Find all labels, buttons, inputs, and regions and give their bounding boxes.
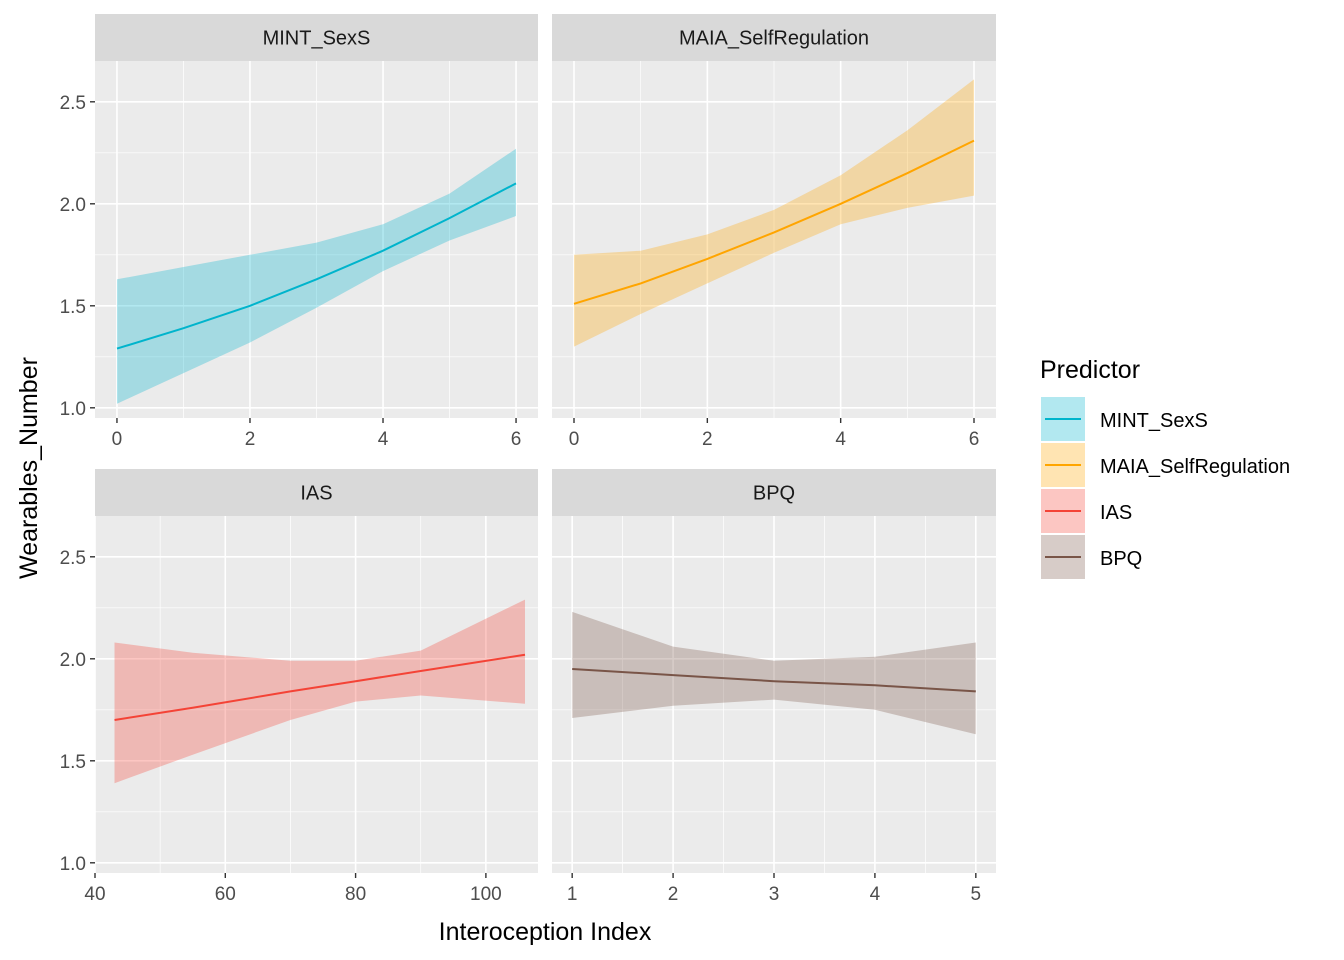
series-line <box>114 653 526 721</box>
panel-1: MINT_SexS 1.0 1.5 2.0 2.5 0 2 4 6 <box>60 14 538 450</box>
y-tick-label: 2.5 <box>60 93 86 114</box>
x-tick-label: 100 <box>470 884 502 905</box>
y-tick-label: 2.5 <box>60 548 86 569</box>
x-tick-label: 40 <box>84 884 105 905</box>
confidence-band <box>574 79 974 347</box>
y-tick-label: 1.0 <box>60 854 86 875</box>
x-tick-label: 6 <box>969 429 980 450</box>
legend-label: MAIA_SelfRegulation <box>1100 456 1290 478</box>
legend-item: BPQ <box>1041 535 1142 579</box>
confidence-band <box>114 599 525 784</box>
x-tick-label: 3 <box>769 884 780 905</box>
x-axis-title: Interoception Index <box>439 918 652 946</box>
x-tick-label: 4 <box>835 429 846 450</box>
confidence-band <box>572 611 976 735</box>
x-tick-label: 4 <box>870 884 881 905</box>
x-tick-label: 2 <box>245 429 256 450</box>
panel-title: MAIA_SelfRegulation <box>679 28 869 50</box>
legend-label: MINT_SexS <box>1100 410 1208 432</box>
legend-title: Predictor <box>1040 356 1140 384</box>
panel-strip <box>552 14 996 61</box>
panel-background <box>95 516 538 873</box>
legend: Predictor MINT_SexS MAIA_SelfRegulation IA… <box>1040 356 1290 579</box>
x-tick-label: 6 <box>511 429 522 450</box>
legend-label: IAS <box>1100 502 1132 524</box>
y-axis-title: Wearables_Number <box>15 357 43 579</box>
x-tick-label: 60 <box>215 884 236 905</box>
x-tick-label: 2 <box>702 429 713 450</box>
x-tick-label: 1 <box>567 884 578 905</box>
panel-3: IAS 1.0 1.5 2.0 2.5 40 60 80 100 <box>60 469 538 905</box>
panel-strip <box>95 14 538 61</box>
x-tick-label: 4 <box>378 429 389 450</box>
panel-strip <box>552 469 996 516</box>
legend-item: MINT_SexS <box>1041 397 1208 441</box>
x-tick-label: 2 <box>668 884 679 905</box>
y-tick-label: 1.5 <box>60 752 86 773</box>
y-tick-label: 2.0 <box>60 195 86 216</box>
y-tick-label: 2.0 <box>60 650 86 671</box>
x-tick-label: 0 <box>112 429 123 450</box>
y-tick-label: 1.5 <box>60 297 86 318</box>
series-line <box>572 668 976 693</box>
x-tick-label: 80 <box>345 884 366 905</box>
legend-item: MAIA_SelfRegulation <box>1041 443 1290 487</box>
legend-items: MINT_SexS MAIA_SelfRegulation IAS BPQ <box>1041 397 1290 579</box>
panel-strip <box>95 469 538 516</box>
y-tick-label: 1.0 <box>60 399 86 420</box>
panel-title: IAS <box>300 483 332 505</box>
confidence-band <box>117 148 516 404</box>
panel-4: BPQ 1 2 3 4 5 <box>552 469 996 905</box>
x-tick-label: 5 <box>971 884 982 905</box>
legend-label: BPQ <box>1100 548 1142 570</box>
legend-item: IAS <box>1041 489 1132 533</box>
x-tick-label: 0 <box>569 429 580 450</box>
panel-title: BPQ <box>753 483 795 505</box>
panel-2: MAIA_SelfRegulation 0 2 4 6 <box>552 14 996 450</box>
series-line <box>573 139 975 305</box>
panel-title: MINT_SexS <box>263 28 371 50</box>
series-line <box>116 182 517 350</box>
